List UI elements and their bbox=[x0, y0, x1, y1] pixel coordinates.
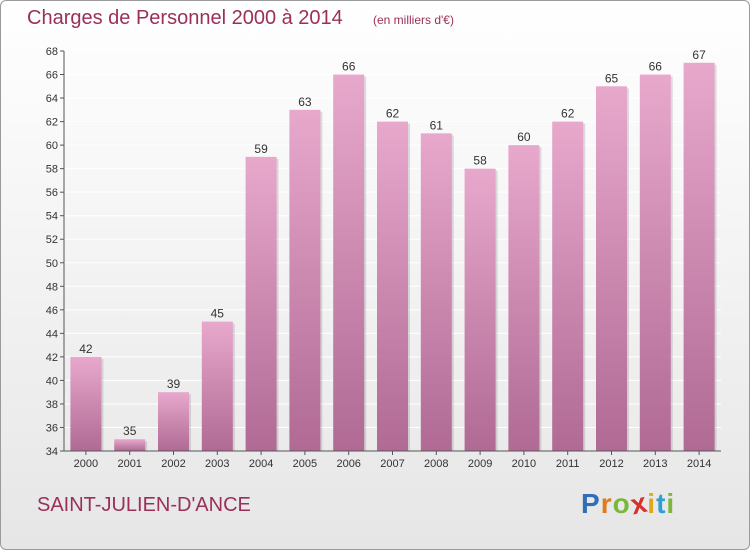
bar-2012 bbox=[596, 86, 627, 451]
x-tick-label: 2007 bbox=[380, 458, 404, 470]
bar-2000 bbox=[70, 356, 102, 451]
bar-value-label: 59 bbox=[254, 142, 268, 156]
y-tick-label: 66 bbox=[46, 70, 58, 82]
bar-value-label: 67 bbox=[692, 48, 706, 62]
bar-value-label: 63 bbox=[298, 95, 312, 109]
x-tick-label: 2009 bbox=[468, 458, 492, 470]
y-tick-label: 60 bbox=[46, 140, 58, 152]
x-tick-label: 2003 bbox=[205, 458, 229, 470]
y-tick-label: 56 bbox=[46, 187, 58, 199]
y-tick-label: 64 bbox=[46, 93, 58, 105]
x-tick-label: 2014 bbox=[687, 458, 711, 470]
y-tick-label: 46 bbox=[46, 305, 58, 317]
x-tick-label: 2000 bbox=[74, 458, 98, 470]
chart-title: Charges de Personnel 2000 à 2014 bbox=[27, 7, 343, 29]
bar-2014 bbox=[683, 62, 715, 451]
y-tick-label: 42 bbox=[46, 352, 58, 364]
bar-2007 bbox=[377, 121, 408, 452]
bar-2004 bbox=[245, 156, 277, 451]
logo-letter: r bbox=[600, 488, 613, 519]
bar-value-label: 35 bbox=[123, 424, 137, 438]
x-tick-label: 2002 bbox=[161, 458, 185, 470]
x-tick-label: 2004 bbox=[249, 458, 273, 470]
y-tick-label: 44 bbox=[46, 328, 58, 340]
bar-value-label: 62 bbox=[561, 107, 575, 121]
logo-letter: i bbox=[666, 488, 676, 519]
bar-2002 bbox=[158, 392, 189, 451]
logo-letter: t bbox=[656, 488, 667, 519]
bar-value-label: 45 bbox=[211, 307, 225, 321]
bar-value-label: 66 bbox=[342, 60, 356, 74]
axes: 34 36 38 40 42 44 46 48 50 52 54 56 58 60 62 64 66 68 2000… bbox=[46, 46, 721, 470]
proxiti-logo: Proxiti bbox=[581, 487, 676, 521]
x-tick-label: 2012 bbox=[599, 458, 623, 470]
y-tick-label: 40 bbox=[46, 375, 58, 387]
y-tick-label: 34 bbox=[46, 446, 58, 458]
chart-subtitle: (en milliers d'€) bbox=[373, 13, 454, 27]
logo-letter: P bbox=[581, 488, 601, 519]
logo-letter: i bbox=[647, 488, 657, 519]
bar-value-label: 42 bbox=[79, 342, 93, 356]
y-tick-label: 52 bbox=[46, 234, 58, 246]
x-tick-label: 2011 bbox=[556, 458, 580, 470]
bar-2011 bbox=[552, 121, 584, 452]
bar-value-label: 65 bbox=[605, 71, 619, 85]
bars: 42 35 39 45 59 63 66 62 61 58 60 62 65 66 67 bbox=[70, 48, 717, 452]
bar-2006 bbox=[333, 74, 365, 451]
x-tick-label: 2013 bbox=[643, 458, 667, 470]
bar-value-label: 60 bbox=[517, 130, 531, 144]
town-name: SAINT-JULIEN-D'ANCE bbox=[37, 494, 251, 516]
bar-2010 bbox=[508, 145, 540, 451]
y-tick-label: 36 bbox=[46, 422, 58, 434]
bar-2001 bbox=[114, 439, 146, 451]
y-tick-label: 38 bbox=[46, 399, 58, 411]
bar-2013 bbox=[639, 74, 671, 451]
bar-value-label: 61 bbox=[430, 118, 444, 132]
bar-value-label: 66 bbox=[649, 60, 663, 74]
y-tick-label: 68 bbox=[46, 46, 58, 58]
x-tick-label: 2001 bbox=[117, 458, 141, 470]
x-tick-label: 2006 bbox=[336, 458, 360, 470]
logo-letter: o bbox=[612, 488, 631, 519]
x-tick-label: 2010 bbox=[512, 458, 536, 470]
y-tick-label: 54 bbox=[46, 211, 58, 223]
bar-2008 bbox=[420, 133, 452, 451]
y-tick-label: 58 bbox=[46, 164, 58, 176]
bar-value-label: 39 bbox=[167, 377, 181, 391]
y-tick-label: 62 bbox=[46, 117, 58, 129]
bar-2005 bbox=[289, 109, 321, 451]
x-tick-label: 2008 bbox=[424, 458, 448, 470]
y-tick-label: 48 bbox=[46, 281, 58, 293]
bar-value-label: 58 bbox=[473, 154, 487, 168]
bar-2009 bbox=[464, 168, 496, 451]
bar-2003 bbox=[201, 321, 233, 451]
x-tick-label: 2005 bbox=[293, 458, 317, 470]
y-tick-label: 50 bbox=[46, 258, 58, 270]
bar-value-label: 62 bbox=[386, 107, 400, 121]
